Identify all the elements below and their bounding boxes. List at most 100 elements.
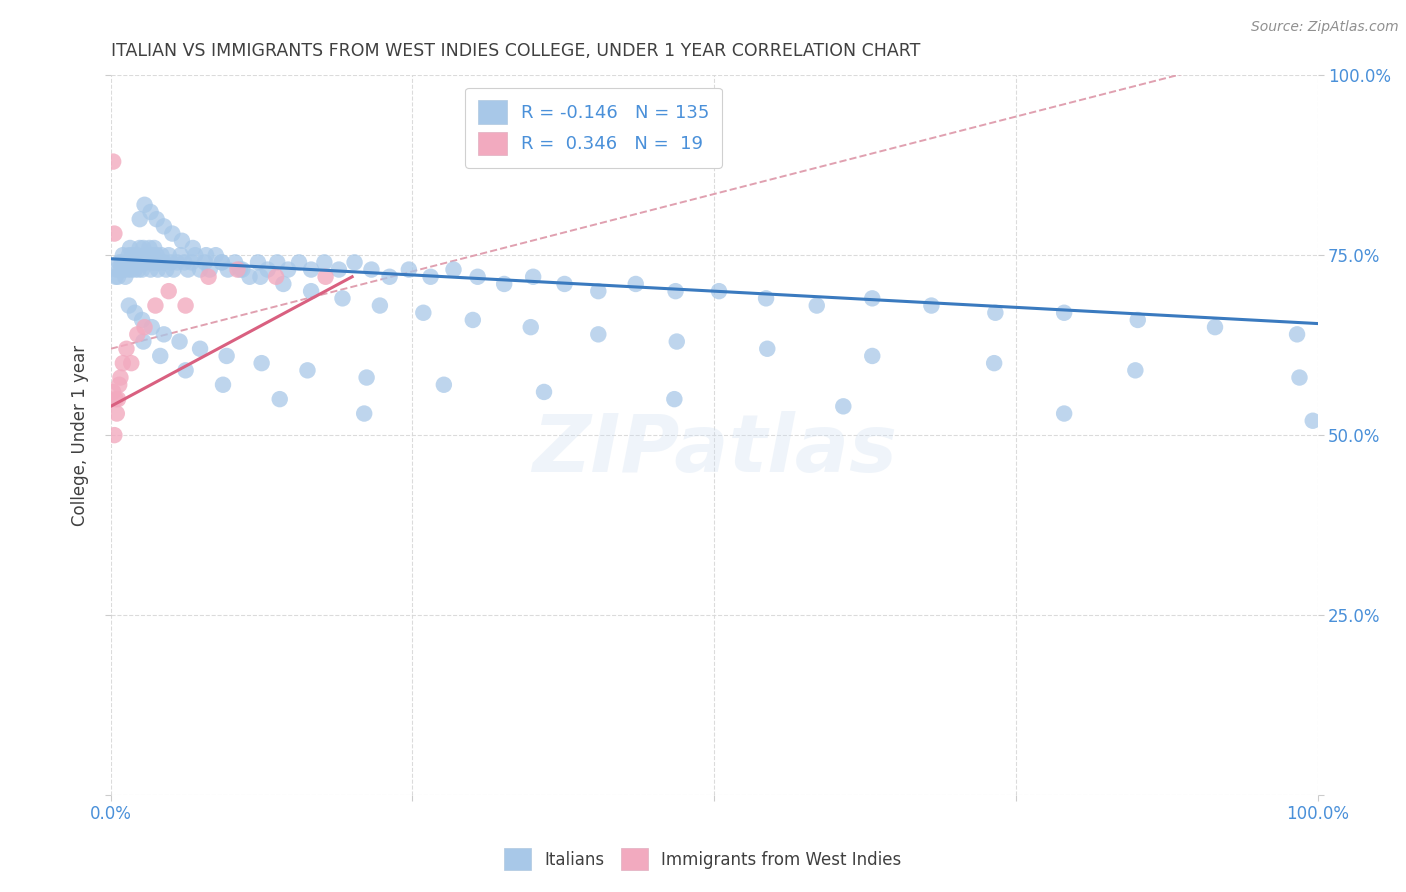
Point: [162, 262, 184, 277]
Point: [273, 277, 295, 291]
Point: [105, 407, 128, 421]
Point: [297, 363, 319, 377]
Point: [143, 241, 166, 255]
Point: [665, 334, 688, 349]
Point: [314, 255, 336, 269]
Point: [920, 299, 942, 313]
Point: [1126, 313, 1149, 327]
Point: [153, 219, 176, 234]
Point: [157, 284, 180, 298]
Point: [195, 248, 218, 262]
Point: [494, 277, 516, 291]
Point: [519, 320, 541, 334]
Point: [117, 262, 139, 277]
Point: [1302, 414, 1324, 428]
Point: [111, 255, 134, 269]
Point: [984, 306, 1007, 320]
Point: [128, 212, 150, 227]
Point: [127, 327, 149, 342]
Point: [181, 241, 204, 255]
Point: [197, 269, 219, 284]
Point: [755, 291, 778, 305]
Point: [108, 377, 131, 392]
Point: [588, 327, 610, 342]
Point: [121, 248, 143, 262]
Point: [101, 384, 124, 399]
Point: [174, 363, 197, 377]
Point: [134, 255, 156, 269]
Point: [806, 299, 828, 313]
Point: [120, 241, 142, 255]
Point: [153, 327, 176, 342]
Point: [204, 248, 226, 262]
Point: [224, 255, 246, 269]
Point: [139, 262, 162, 277]
Point: [832, 400, 855, 414]
Point: [266, 255, 288, 269]
Point: [174, 299, 197, 313]
Point: [135, 248, 157, 262]
Point: [107, 392, 129, 406]
Point: [250, 356, 273, 370]
Point: [198, 262, 221, 277]
Point: [166, 255, 188, 269]
Point: [134, 320, 156, 334]
Point: [103, 428, 125, 442]
Point: [360, 262, 382, 277]
Point: [155, 262, 177, 277]
Point: [162, 227, 184, 241]
Point: [343, 255, 366, 269]
Point: [433, 377, 456, 392]
Point: [136, 248, 159, 262]
Point: [157, 248, 180, 262]
Point: [111, 356, 134, 370]
Point: [1125, 363, 1147, 377]
Point: [115, 255, 138, 269]
Point: [124, 306, 146, 320]
Point: [112, 262, 135, 277]
Point: [104, 269, 127, 284]
Point: [332, 291, 354, 305]
Point: [118, 248, 141, 262]
Point: [238, 269, 260, 284]
Point: [288, 255, 311, 269]
Point: [229, 262, 252, 277]
Point: [153, 255, 176, 269]
Point: [1288, 370, 1310, 384]
Point: [412, 306, 434, 320]
Point: [664, 284, 686, 298]
Point: [211, 255, 233, 269]
Point: [264, 269, 287, 284]
Point: [368, 299, 391, 313]
Point: [554, 277, 576, 291]
Point: [212, 377, 235, 392]
Point: [378, 269, 401, 284]
Point: [115, 342, 138, 356]
Point: [138, 241, 160, 255]
Point: [118, 299, 141, 313]
Point: [533, 384, 555, 399]
Legend: Italians, Immigrants from West Indies: Italians, Immigrants from West Indies: [498, 842, 908, 877]
Point: [134, 198, 156, 212]
Point: [443, 262, 465, 277]
Point: [110, 262, 132, 277]
Point: [226, 262, 249, 277]
Point: [132, 241, 155, 255]
Point: [150, 248, 173, 262]
Point: [1053, 407, 1076, 421]
Point: [299, 284, 322, 298]
Point: [122, 255, 145, 269]
Point: [588, 284, 610, 298]
Point: [125, 255, 148, 269]
Point: [419, 269, 441, 284]
Point: [131, 313, 153, 327]
Point: [194, 255, 217, 269]
Point: [188, 342, 211, 356]
Y-axis label: College, Under 1 year: College, Under 1 year: [72, 344, 89, 525]
Legend: R = -0.146   N = 135, R =  0.346   N =  19: R = -0.146 N = 135, R = 0.346 N = 19: [465, 87, 723, 168]
Point: [145, 212, 167, 227]
Point: [120, 356, 142, 370]
Point: [170, 248, 193, 262]
Point: [142, 248, 165, 262]
Point: [664, 392, 686, 406]
